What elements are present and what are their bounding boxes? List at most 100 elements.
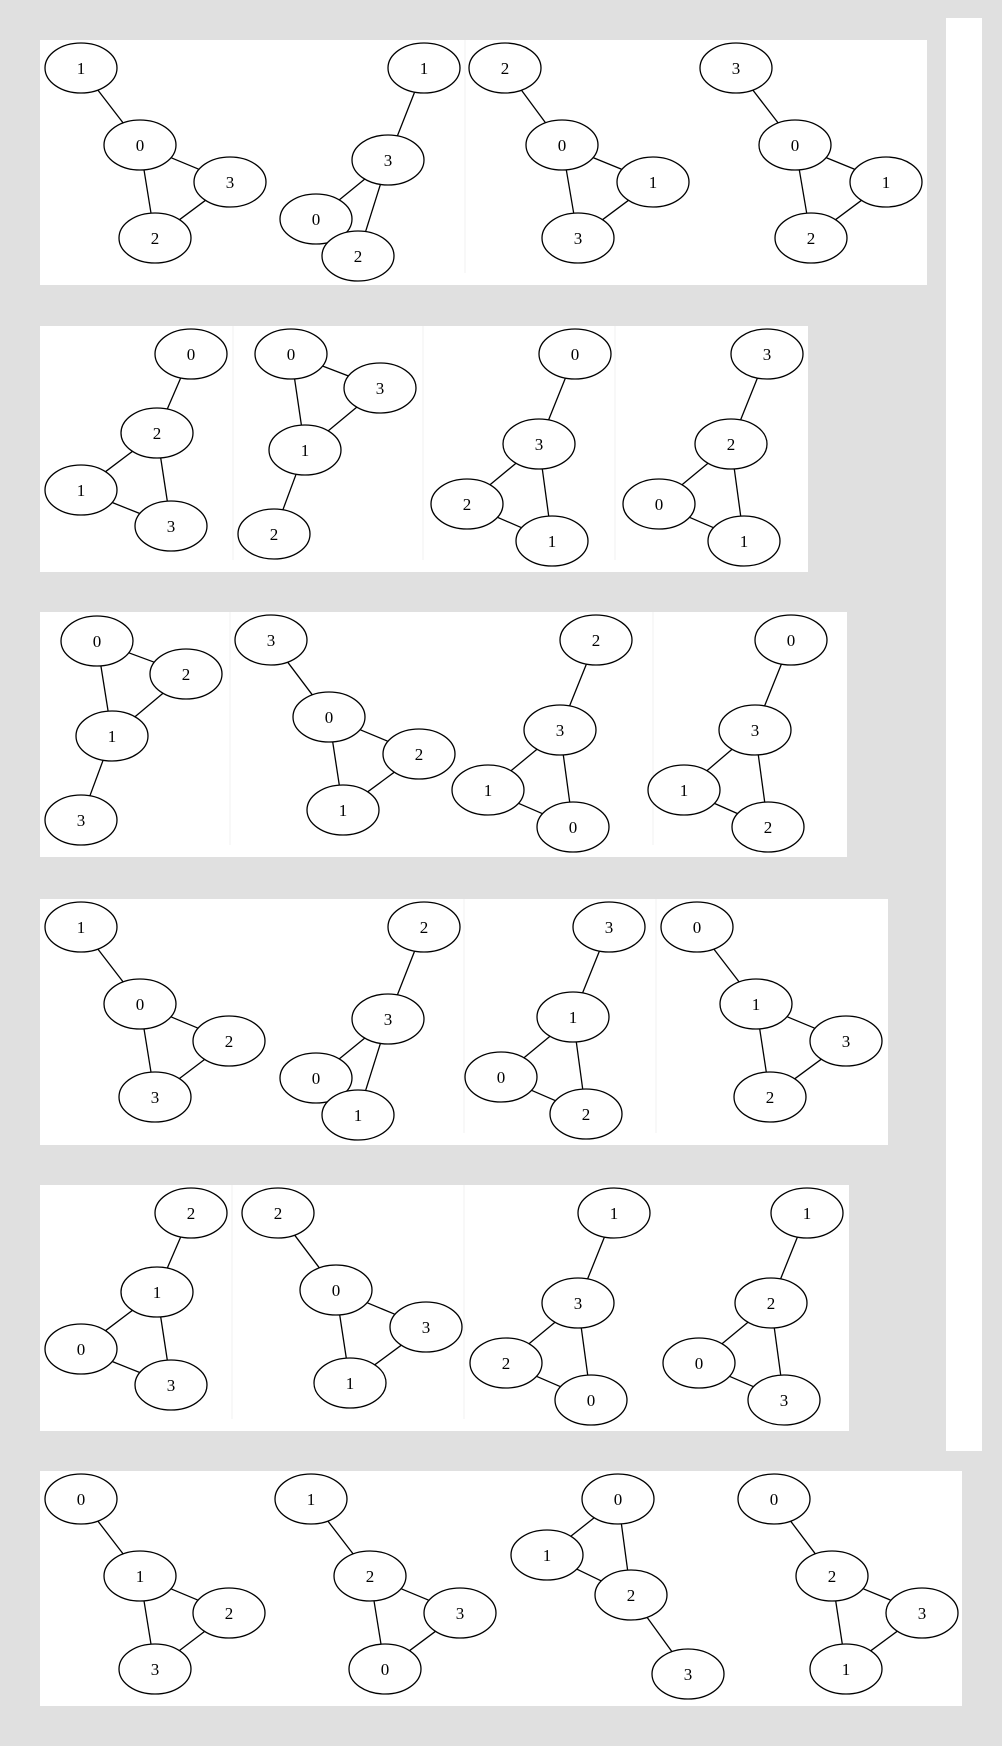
node-ellipse [292, 691, 366, 743]
node-ellipse [192, 1015, 266, 1067]
graph-edge [713, 948, 740, 983]
node-ellipse [75, 710, 149, 762]
graph-edge [293, 378, 303, 426]
node-ellipse [770, 1187, 844, 1239]
graph-edge [97, 948, 124, 983]
node-ellipse [348, 1643, 422, 1695]
node-ellipse [103, 119, 177, 171]
graph-node: 2 [333, 1550, 407, 1602]
node-label: 0 [312, 210, 321, 229]
graph-edge [100, 665, 109, 712]
graph-node: 3 [651, 1648, 725, 1700]
graph-node: 3 [730, 328, 804, 380]
graph-edge [294, 1234, 320, 1269]
graph-edge [89, 759, 104, 797]
node-ellipse [351, 993, 425, 1045]
graph-edge [576, 1568, 602, 1582]
graph-node: 0 [536, 801, 610, 853]
graph-edge [170, 157, 200, 170]
row-panel-3: 0 2 1 3 3 0 2 1 2 3 1 0 0 3 1 2 [40, 612, 847, 857]
node-ellipse [809, 1015, 883, 1067]
node-ellipse [554, 1374, 628, 1426]
node-ellipse [510, 1529, 584, 1581]
node-label: 0 [655, 495, 664, 514]
graph-node: 1 [268, 424, 342, 476]
graph-edge [773, 1327, 782, 1376]
graph-edge [518, 802, 543, 815]
node-label: 0 [136, 995, 145, 1014]
graph-4-4: 0 1 3 2 [660, 901, 883, 1123]
node-label: 3 [167, 517, 176, 536]
graph-node: 0 [662, 1337, 736, 1389]
node-label: 1 [136, 1567, 145, 1586]
node-label: 0 [381, 1660, 390, 1679]
graph-edge [825, 156, 856, 171]
graph-edge [536, 1375, 561, 1388]
node-label: 2 [767, 1294, 776, 1313]
node-label: 2 [582, 1105, 591, 1124]
row-graphs-svg: 1 0 2 3 2 3 0 1 3 1 0 2 0 1 3 2 [44, 899, 883, 1141]
node-label: 1 [77, 918, 86, 937]
node-label: 1 [77, 481, 86, 500]
graph-node: 1 [103, 1550, 177, 1602]
graph-node: 2 [774, 212, 848, 264]
node-label: 1 [420, 59, 429, 78]
node-label: 3 [574, 229, 583, 248]
graph-node: 1 [313, 1357, 387, 1409]
node-ellipse [313, 1357, 387, 1409]
graph-node: 2 [559, 614, 633, 666]
graph-edge [541, 468, 550, 517]
graph-node: 0 [154, 328, 228, 380]
node-label: 3 [763, 345, 772, 364]
node-ellipse [468, 42, 542, 94]
node-label: 0 [287, 345, 296, 364]
node-ellipse [134, 500, 208, 552]
node-ellipse [237, 508, 311, 560]
graph-node: 1 [647, 764, 721, 816]
graph-4-1: 1 0 2 3 [44, 901, 266, 1123]
graph-node: 0 [254, 328, 328, 380]
graph-5-4: 1 2 0 3 [662, 1187, 844, 1426]
graph-3-4: 0 3 1 2 [647, 614, 828, 853]
graph-4-3: 3 1 0 2 [464, 901, 646, 1140]
node-ellipse [279, 193, 353, 245]
node-label: 0 [571, 345, 580, 364]
graph-edge [497, 516, 522, 529]
graph-node: 0 [737, 1473, 811, 1525]
graph-node: 0 [348, 1643, 422, 1695]
graph-edge [97, 89, 124, 124]
node-label: 2 [463, 495, 472, 514]
node-label: 0 [693, 918, 702, 937]
node-ellipse [44, 1323, 118, 1375]
graph-node: 3 [541, 1277, 615, 1329]
node-label: 0 [325, 708, 334, 727]
node-ellipse [333, 1550, 407, 1602]
graph-edge [134, 692, 164, 718]
graph-edge [143, 1028, 152, 1073]
node-ellipse [154, 328, 228, 380]
node-ellipse [234, 614, 308, 666]
graph-edge [835, 199, 862, 221]
node-label: 3 [384, 151, 393, 170]
graph-node: 1 [75, 710, 149, 762]
graph-node: 2 [468, 42, 542, 94]
graph-edge [862, 1588, 892, 1601]
node-label: 3 [574, 1294, 583, 1313]
graph-edge [870, 1630, 898, 1652]
graph-edge [143, 169, 152, 214]
node-ellipse [321, 230, 395, 282]
graph-node: 0 [660, 901, 734, 953]
graph-edge [396, 91, 416, 137]
graph-edge [646, 1617, 673, 1652]
graph-node: 3 [351, 993, 425, 1045]
node-ellipse [734, 1277, 808, 1329]
node-label: 3 [918, 1604, 927, 1623]
node-ellipse [192, 1587, 266, 1639]
node-ellipse [389, 1301, 463, 1353]
node-ellipse [651, 1648, 725, 1700]
graph-edge [790, 1520, 816, 1555]
node-label: 1 [153, 1283, 162, 1302]
node-ellipse [594, 1569, 668, 1621]
